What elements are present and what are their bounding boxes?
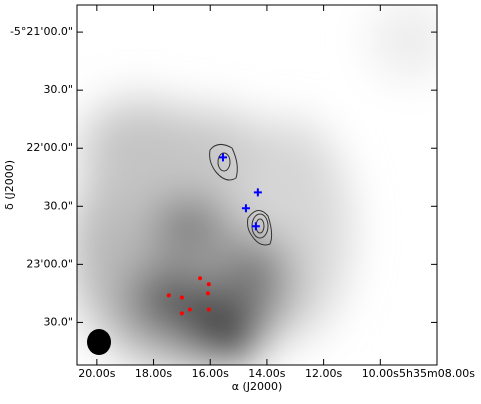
y-tick-label: 23'00.0"	[26, 257, 73, 270]
star-marker	[166, 293, 171, 298]
star-marker	[206, 307, 211, 312]
star-marker	[198, 276, 203, 281]
x-tick-label: 14.00s	[248, 367, 285, 380]
plot-frame	[76, 4, 438, 366]
y-tick-label: -5°21'00.0"	[10, 25, 73, 38]
y-tick-label: 22'00.0"	[26, 141, 73, 154]
x-tick-label: 10.00s	[362, 367, 399, 380]
plus-marker	[251, 222, 260, 231]
star-marker	[206, 282, 211, 287]
x-tick-label: 18.00s	[135, 367, 172, 380]
y-tick-label: 30.0"	[43, 199, 73, 212]
x-axis-label: α (J2000)	[232, 380, 283, 393]
y-tick-label: 30.0"	[43, 315, 73, 328]
x-tick-label: 20.00s	[78, 367, 115, 380]
star-marker	[187, 307, 192, 312]
star-marker	[179, 311, 184, 316]
intensity-image	[77, 5, 437, 365]
y-tick-label: 30.0"	[43, 83, 73, 96]
beam	[87, 329, 111, 355]
y-axis-label: δ (J2000)	[3, 160, 16, 210]
x-tick-label: 5h35m08.00s	[399, 367, 475, 380]
plus-marker	[241, 204, 250, 213]
x-tick-label: 12.00s	[305, 367, 342, 380]
star-marker	[205, 291, 210, 296]
x-tick-label: 16.00s	[192, 367, 229, 380]
star-marker	[179, 295, 184, 300]
plus-marker	[253, 188, 262, 197]
plus-marker	[218, 153, 227, 162]
